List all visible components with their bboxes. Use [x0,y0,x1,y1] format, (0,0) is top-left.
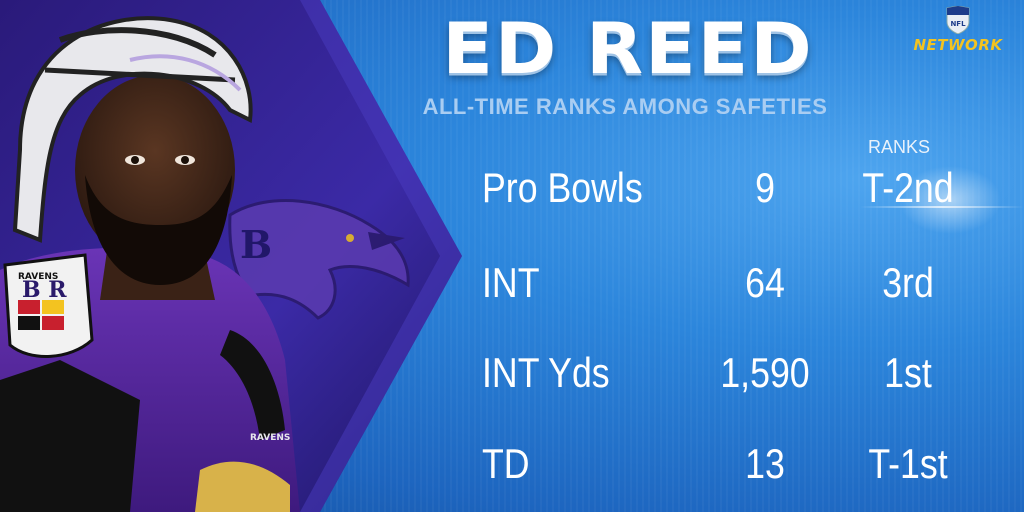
stat-label: TD [482,440,530,487]
player-photo-panel: B [0,0,470,512]
stat-row: INT 64 3rd [0,259,1024,319]
stat-value: 64 [745,259,785,306]
stat-value: 9 [755,164,775,211]
lens-flare [890,160,1010,240]
stat-row: TD 13 T-1st [0,440,1024,500]
subtitle: ALL-TIME RANKS AMONG SAFETIES [422,94,828,119]
nfl-shield-icon: NFL [946,6,970,34]
stat-value: 13 [745,440,785,487]
patch-letters: B R [22,277,67,303]
nfl-network-logo: NFL NETWORK [894,6,1022,60]
ranks-column-header: RANKS [868,137,931,157]
stat-rank: 1st [884,349,932,396]
svg-text:B: B [240,222,272,267]
player-name-title: ED REED [442,8,814,90]
stat-label: INT Yds [482,349,610,396]
stat-value: 1,590 [720,349,810,396]
stat-row: Pro Bowls 9 T-2nd [0,164,1024,224]
stat-rank: T-2nd [862,164,954,211]
stat-label: INT [482,259,540,306]
stat-row: INT Yds 1,590 1st [0,349,1024,409]
network-wordmark: NETWORK [913,36,1003,54]
stat-rank: 3rd [882,259,934,306]
chest-text: RAVENS [250,433,290,443]
ravens-shoulder-patch: B R [3,253,94,358]
stat-rank: T-1st [868,440,948,487]
stat-label: Pro Bowls [482,164,643,211]
patch-text: RAVENS [18,272,58,282]
svg-text:NFL: NFL [950,20,966,28]
lens-flare-line [860,206,1024,208]
